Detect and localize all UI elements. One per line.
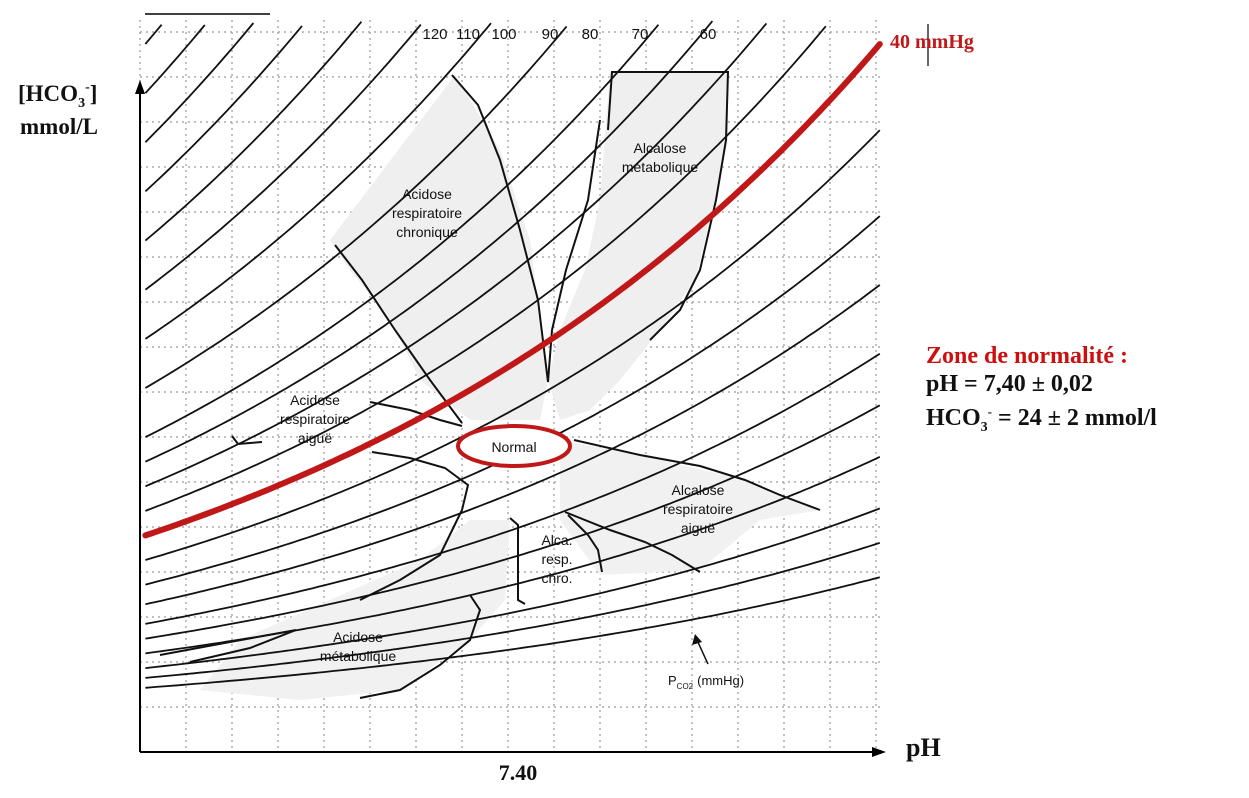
- outline-alca-resp-chro-left: [509, 517, 526, 605]
- isobar-unlabeled: [144, 24, 163, 45]
- zone-acidose-metabolique-shading: [200, 520, 510, 700]
- y-axis-label-line1: [HCO3-]: [18, 80, 97, 111]
- normal-zone-ph: pH = 7,40 ± 0,02: [926, 371, 1093, 397]
- outline-alca-resp-chro: [567, 514, 603, 573]
- region-label-acidose-respiratoire-aigue: Acidose: [290, 392, 340, 408]
- isobar-label-60: 60: [700, 26, 717, 43]
- region-label-acidose-metabolique: Acidose: [333, 629, 383, 645]
- normal-zone-legend: Zone de normalité : pH = 7,40 ± 0,02 HCO…: [926, 342, 1246, 442]
- outline-acidose-metabolique: [359, 594, 482, 699]
- y-axis-label-line2: mmol/L: [20, 114, 98, 139]
- isobar-label-100: 100: [491, 26, 516, 43]
- isobar-80: [144, 22, 492, 340]
- region-label-alca-resp-chro: Alca.: [541, 532, 572, 548]
- region-label-acidose-respiratoire-aigue: aiguë: [298, 430, 332, 446]
- isobar-unlabeled: [145, 20, 714, 463]
- region-label-alca-resp-chro: chro.: [541, 570, 572, 586]
- outline-acidose-resp-aigue-2: [359, 451, 470, 601]
- zone-acidose-respiratoire-chronique-shading: [330, 75, 548, 420]
- isobar-90: [144, 24, 422, 291]
- isobar-unlabeled: [144, 24, 206, 94]
- pco2-pointer: [696, 639, 709, 665]
- isobar-110: [144, 25, 303, 193]
- region-labels: Acidose respiratoire chronique Alcalose méta…: [280, 140, 733, 664]
- isobar-60: [144, 24, 660, 438]
- isobar-unlabeled: [145, 541, 881, 679]
- isobar-unlabeled: [145, 352, 881, 625]
- outline-acidose-resp-chronique: [451, 74, 601, 383]
- zone-alcalose-metabolique-shading: [548, 72, 728, 420]
- x-axis-label: pH: [906, 733, 941, 762]
- isobar-unlabeled: [145, 129, 881, 561]
- region-label-alcalose-respiratoire-aigue: aiguë: [681, 520, 715, 536]
- region-label-acidose-respiratoire-chronique: Acidose: [402, 186, 452, 202]
- isobar-label-120: 120: [422, 26, 447, 43]
- isobar-40-highlight: [142, 41, 883, 539]
- region-label-alcalose-metabolique: métabolique: [622, 159, 698, 175]
- isobar-unlabeled: [145, 507, 881, 669]
- normal-zone-ellipse: [456, 424, 572, 468]
- isobar-label-80: 80: [582, 26, 599, 43]
- region-label-acidose-respiratoire-aigue: respiratoire: [280, 411, 350, 427]
- isobar-100: [144, 21, 363, 242]
- isobar-unlabeled: [145, 284, 881, 606]
- region-outlines: [159, 71, 821, 699]
- normal-zone-title: Zone de normalité :: [926, 343, 1128, 369]
- isobar-label-110: 110: [456, 26, 480, 43]
- isobar-unlabeled: [145, 25, 827, 512]
- pco2-pointer-arrow: [692, 634, 702, 645]
- outline-alcalose-resp-aigue-2: [564, 511, 701, 573]
- normal-zone-hco3: HCO3- = 24 ± 2 mmol/l: [926, 404, 1157, 435]
- region-label-acidose-metabolique: métabolique: [320, 648, 396, 664]
- plot-area: [139, 20, 882, 753]
- zone-alcalose-respiratoire-shading: [560, 440, 820, 575]
- region-label-alca-resp-chro: resp.: [541, 551, 572, 567]
- region-label-normal: Normal: [491, 439, 536, 455]
- outline-acidose-resp-aigue-tick: [231, 435, 263, 446]
- y-axis-arrow: [135, 80, 145, 94]
- x-tick-label-7-40: 7.40: [499, 760, 538, 785]
- axes: [135, 13, 929, 757]
- region-label-acidose-respiratoire-chronique: chronique: [396, 224, 458, 240]
- isobar-70: [144, 25, 568, 389]
- pco2-isobars: [144, 20, 881, 689]
- x-axis-arrow: [872, 747, 886, 757]
- outline-small-tick: [159, 629, 297, 663]
- isobar-unlabeled: [145, 576, 881, 689]
- outline-alcalose-metabolique: [607, 71, 730, 341]
- isobar-labels: 120 110 100 90 80 70 60: [422, 26, 716, 43]
- outline-alcalose-resp-aigue: [573, 439, 821, 511]
- outline-acidose-resp-chronique-left: [334, 244, 463, 424]
- region-label-acidose-respiratoire-chronique: respiratoire: [392, 205, 462, 221]
- isobar-120: [144, 22, 255, 143]
- isobar-label-90: 90: [542, 26, 559, 43]
- isobar-label-70: 70: [632, 26, 649, 43]
- isobar-unlabeled: [145, 22, 768, 488]
- region-label-alcalose-respiratoire-aigue: respiratoire: [663, 501, 733, 517]
- pco2-axis-label: PCO2 (mmHg): [668, 673, 744, 691]
- isobar-40-label: 40 mmHg: [890, 31, 974, 53]
- region-label-alcalose-respiratoire-aigue: Alcalose: [672, 482, 725, 498]
- isobar-unlabeled: [145, 404, 881, 640]
- region-label-alcalose-metabolique: Alcalose: [634, 140, 687, 156]
